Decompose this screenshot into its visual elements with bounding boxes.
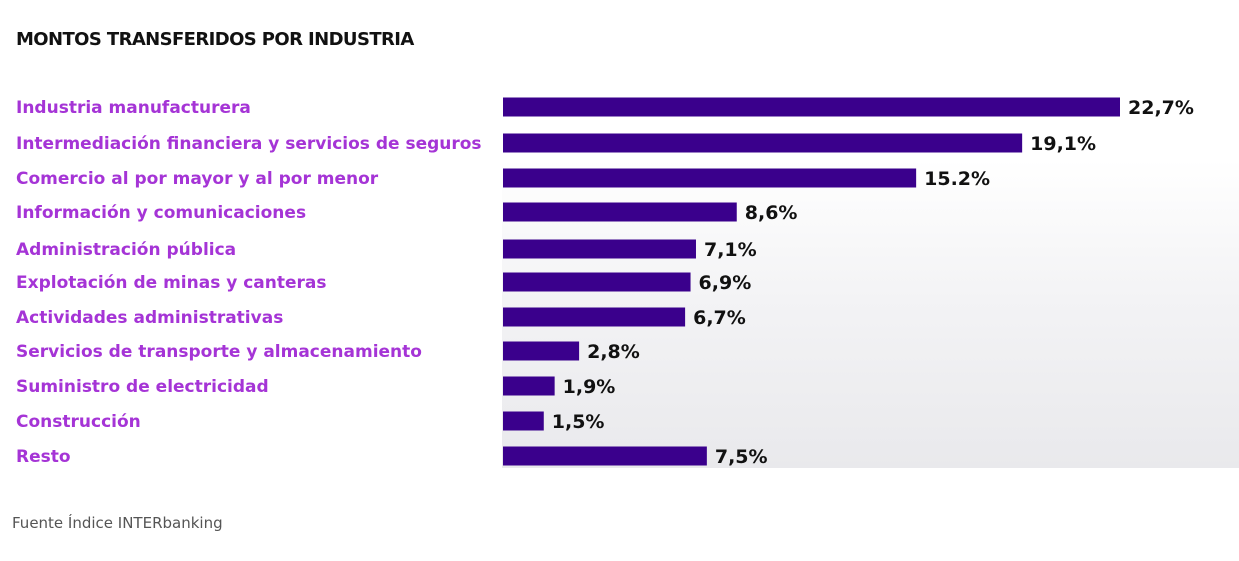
category-label: Suministro de electricidad xyxy=(16,377,269,397)
source-note: Fuente Índice INTERbanking xyxy=(12,514,223,532)
category-label: Comercio al por mayor y al por menor xyxy=(16,169,379,189)
value-label: 2,8% xyxy=(587,341,640,363)
bar xyxy=(503,272,691,292)
bar xyxy=(503,307,686,327)
bar xyxy=(503,341,580,361)
bar xyxy=(503,411,544,431)
bar xyxy=(503,168,917,188)
value-label: 8,6% xyxy=(745,202,798,224)
category-label: Administración pública xyxy=(16,240,236,260)
value-label: 22,7% xyxy=(1128,97,1194,119)
category-label: Intermediación financiera y servicios de… xyxy=(16,134,482,154)
bar xyxy=(503,133,1023,153)
value-label: 19,1% xyxy=(1030,133,1096,155)
bar xyxy=(503,239,696,259)
bar xyxy=(503,202,737,222)
value-label: 7,5% xyxy=(715,446,768,468)
value-label: 1,5% xyxy=(552,411,605,433)
category-label: Explotación de minas y canteras xyxy=(16,273,327,293)
category-label: Información y comunicaciones xyxy=(16,203,306,223)
category-label: Construcción xyxy=(16,412,141,432)
chart-title: MONTOS TRANSFERIDOS POR INDUSTRIA xyxy=(16,29,414,50)
value-label: 6,9% xyxy=(699,272,752,294)
value-label: 6,7% xyxy=(693,307,746,329)
category-label: Resto xyxy=(16,447,71,467)
value-label: 1,9% xyxy=(563,376,616,398)
value-label: 7,1% xyxy=(704,239,757,261)
category-label: Servicios de transporte y almacenamiento xyxy=(16,342,422,362)
bar xyxy=(503,97,1120,117)
bar xyxy=(503,376,555,396)
bar xyxy=(503,446,707,466)
value-label: 15.2% xyxy=(924,168,990,190)
category-label: Actividades administrativas xyxy=(16,308,283,328)
category-label: Industria manufacturera xyxy=(16,98,251,118)
